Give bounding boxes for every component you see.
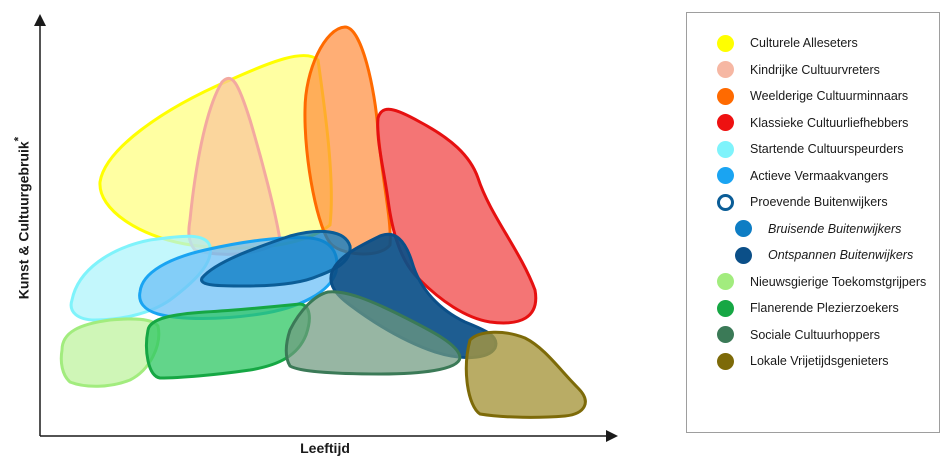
legend-swatch [717,326,734,343]
legend-label: Lokale Vrijetijdsgenieters [750,354,889,368]
legend-swatch [717,114,734,131]
legend-item: Weelderige Cultuurminnaars [717,86,908,106]
legend: Culturele Alleseters Kindrijke Cultuurvre… [686,12,940,433]
legend-label: Kindrijke Cultuurvreters [750,62,880,77]
blob-sociale-cultuurhoppers [284,290,462,376]
y-axis-label: Kunst & Cultuurgebruik* [13,137,32,299]
legend-swatch [717,140,734,158]
legend-label: Klassieke Cultuurliefhebbers [750,115,909,130]
legend-swatch [717,34,734,52]
blob-klassieke-cultuurliefhebbers [376,107,538,325]
legend-swatch [735,246,752,264]
legend-label: Actieve Vermaakvangers [750,168,889,183]
legend-item: Bruisende Buitenwijkers [735,219,901,239]
legend-swatch [717,193,734,211]
y-axis-label-text: Kunst & Cultuurgebruik [15,141,32,300]
legend-item: Flanerende Plezierzoekers [717,298,899,318]
legend-item: Kindrijke Cultuurvreters [717,60,880,80]
legend-label: Sociale Cultuurhoppers [750,327,880,342]
legend-item: Culturele Alleseters [717,33,858,53]
legend-label: Proevende Buitenwijkers [750,195,888,209]
legend-swatch [717,61,734,78]
legend-item: Startende Cultuurspeurders [717,139,904,159]
blob-nieuwsgierige-toekomstgrijpers [59,317,161,388]
legend-item: Proevende Buitenwijkers [717,192,888,212]
legend-swatch [717,87,734,105]
legend-swatch [717,299,734,317]
legend-swatch [717,352,734,370]
legend-item: Actieve Vermaakvangers [717,166,888,186]
legend-swatch [717,273,734,290]
legend-swatch [717,167,734,184]
y-axis-asterisk: * [12,136,26,142]
legend-label: Startende Cultuurspeurders [750,142,904,156]
legend-item: Ontspannen Buitenwijkers [735,245,913,265]
legend-item: Nieuwsgierige Toekomstgrijpers [717,272,926,292]
legend-item: Sociale Cultuurhoppers [717,325,880,345]
x-axis-label: Leeftijd [300,440,350,456]
legend-label: Ontspannen Buitenwijkers [768,248,914,262]
legend-label: Weelderige Cultuurminnaars [750,89,909,103]
legend-item: Klassieke Cultuurliefhebbers [717,113,908,133]
legend-label: Bruisende Buitenwijkers [768,221,902,236]
blob-flanerende-plezierzoekers [145,302,311,380]
legend-label: Culturele Alleseters [750,36,858,50]
legend-item: Lokale Vrijetijdsgenieters [717,351,889,371]
legend-label: Flanerende Plezierzoekers [750,301,899,315]
legend-swatch [735,220,752,237]
y-axis-label-container: Kunst & Cultuurgebruik* [0,108,44,328]
legend-label: Nieuwsgierige Toekomstgrijpers [750,274,927,289]
segment-diagram [34,14,618,442]
blob-lokale-vrijetijdsgenieters [464,330,587,419]
